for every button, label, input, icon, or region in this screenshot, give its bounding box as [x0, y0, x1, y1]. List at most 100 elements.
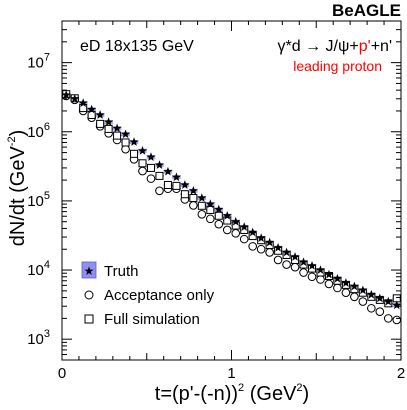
y-tick-exp: 5 [44, 190, 50, 202]
x-axis-title-close: ) [303, 383, 310, 405]
acceptance-point [121, 144, 130, 154]
acceptance-point [350, 292, 359, 302]
brand-label: BeAGLE [332, 1, 401, 20]
legend: ★ Truth Acceptance only Full simulation [81, 261, 215, 328]
y-tick-exp: 4 [44, 259, 50, 271]
x-tick-label: 2 [397, 365, 405, 382]
y-tick-label: 107 [27, 52, 50, 72]
process-prefix: γ*d → J/ψ+ [278, 38, 359, 55]
truth-point [324, 269, 334, 279]
acceptance-point [248, 242, 257, 251]
truth-point [366, 289, 376, 299]
fullsim-point [172, 181, 181, 190]
y-tick-label: 106 [27, 121, 50, 141]
acceptance-point [256, 244, 266, 254]
acceptance-point [392, 315, 402, 325]
fullsim-point [206, 205, 215, 214]
y-tick-base: 10 [27, 124, 44, 141]
acceptance-point [231, 229, 241, 238]
legend-acceptance-marker [84, 290, 94, 300]
acceptance-point [189, 201, 198, 210]
legend-fullsim-label: Full simulation [104, 311, 200, 328]
y-tick-base: 10 [27, 55, 44, 72]
legend-truth-label: Truth [104, 263, 138, 280]
y-tick-label: 104 [27, 259, 50, 279]
truth-point [87, 104, 97, 114]
truth-point [205, 199, 215, 208]
x-axis-title-unit: (GeV [244, 383, 297, 405]
acceptance-point [222, 225, 232, 235]
truth-point [248, 227, 258, 237]
y-tick-label: 105 [27, 190, 50, 210]
truth-point [273, 242, 283, 252]
truth-point [70, 93, 80, 103]
acceptance-point [197, 210, 207, 219]
y-tick-exp: 3 [44, 328, 50, 340]
fullsim-point [113, 131, 122, 140]
acceptance-point [316, 275, 325, 284]
axis-ticks-layer [61, 20, 402, 361]
truth-point [265, 237, 275, 247]
truth-point [392, 300, 402, 310]
fullsim-point [197, 201, 206, 210]
acceptance-point [299, 268, 308, 277]
truth-point [358, 285, 368, 295]
acceptance-point [214, 219, 224, 229]
truth-point [121, 129, 131, 139]
truth-point [383, 296, 393, 306]
process-highlight: p' [359, 38, 371, 55]
truth-point [222, 210, 232, 220]
x-axis-title-sup1: 2 [238, 382, 244, 394]
legend-truth-swatch [81, 261, 97, 279]
fullsim-point [130, 149, 139, 158]
x-axis-title: t=(p'-(-n))2 (GeV2) [155, 382, 309, 405]
truth-point [154, 160, 165, 169]
acceptance-point [239, 234, 249, 244]
acceptance-point [282, 260, 291, 269]
process-suffix: +n' [371, 38, 392, 55]
acceptance-point [290, 262, 300, 272]
truth-point [315, 265, 326, 274]
legend-fullsim-marker [84, 314, 94, 324]
legend-truth-star: ★ [84, 264, 95, 278]
fullsim-point [146, 163, 155, 172]
truth-point [188, 186, 198, 195]
fullsim-point [138, 159, 147, 168]
truth-point [95, 110, 105, 119]
fullsim-point [180, 190, 189, 199]
truth-point [61, 90, 71, 99]
fullsim-point [155, 171, 164, 180]
acceptance-point [206, 214, 215, 224]
acceptance-point [138, 166, 147, 176]
acceptance-point [307, 272, 317, 282]
acceptance-point [341, 288, 351, 298]
acceptance-point [324, 279, 334, 289]
fullsim-point [223, 216, 232, 225]
truth-point [129, 137, 139, 146]
acceptance-point [155, 186, 164, 196]
process-annotation: γ*d → J/ψ+p'+n' [278, 38, 392, 55]
y-tick-exp: 7 [44, 52, 50, 64]
truth-point [78, 98, 88, 107]
y-tick-base: 10 [27, 331, 44, 348]
y-axis-title: dN/dt (GeV-2) [6, 130, 29, 247]
subtitle-annotation: leading proton [293, 58, 382, 74]
truth-point [171, 172, 181, 182]
markers-layer [61, 90, 402, 325]
truth-point [282, 247, 292, 257]
x-tick-label: 0 [58, 365, 66, 382]
y-tick-base: 10 [27, 193, 44, 210]
truth-point [112, 123, 122, 133]
acceptance-point [333, 283, 342, 293]
truth-point [214, 204, 224, 214]
fullsim-point [189, 194, 198, 203]
truth-point [137, 146, 148, 155]
truth-point [256, 233, 266, 242]
acceptance-point [383, 314, 393, 323]
truth-point [231, 216, 241, 226]
y-tick-base: 10 [27, 262, 44, 279]
x-tick-label: 1 [227, 365, 235, 382]
truth-point [307, 261, 317, 270]
